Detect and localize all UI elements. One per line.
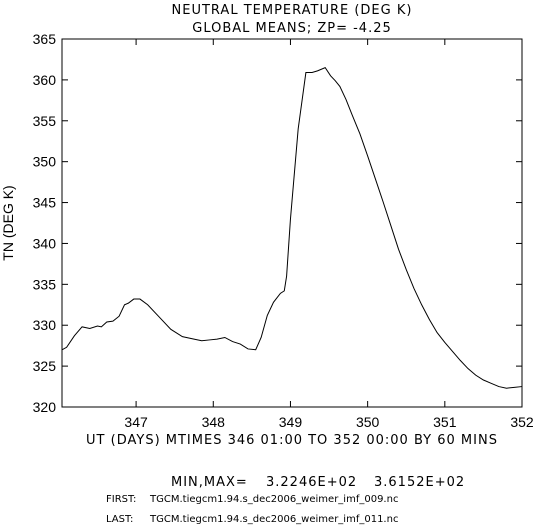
first-file: TGCM.tiegcm1.94.s_dec2006_weimer_imf_009…	[149, 494, 398, 505]
x-tick-label: 351	[433, 414, 457, 430]
x-axis-label: UT (DAYS) MTIMES 346 01:00 TO 352 00:00 …	[86, 433, 498, 448]
minmax-line: MIN,MAX= 3.2246E+02 3.6152E+02	[171, 475, 465, 490]
y-tick-label: 365	[33, 31, 57, 47]
y-tick-label: 335	[33, 276, 57, 292]
y-tick-label: 360	[33, 72, 57, 88]
y-tick-label: 330	[33, 317, 57, 333]
x-tick-label: 348	[202, 414, 226, 430]
y-tick-label: 350	[33, 154, 57, 170]
x-tick-label: 349	[279, 414, 303, 430]
last-file: TGCM.tiegcm1.94.s_dec2006_weimer_imf_011…	[149, 514, 398, 525]
last-file-line: LAST: TGCM.tiegcm1.94.s_dec2006_weimer_i…	[106, 514, 398, 525]
y-tick-label: 325	[33, 358, 57, 374]
y-tick-label: 320	[33, 399, 57, 415]
chart-subtitle: GLOBAL MEANS; ZP= -4.25	[192, 21, 392, 36]
tick-labels: 320 325 330 335 340 345 350 355 360 365 347 348 349 3…	[33, 31, 534, 430]
last-label: LAST:	[106, 514, 133, 525]
temperature-series-line	[61, 66, 523, 389]
first-file-line: FIRST: TGCM.tiegcm1.94.s_dec2006_weimer_…	[106, 494, 398, 505]
max-value: 3.6152E+02	[374, 475, 465, 490]
axis-ticks	[62, 38, 523, 408]
y-axis-label: TN (DEG K)	[0, 185, 16, 260]
x-tick-label: 350	[356, 414, 380, 430]
x-tick-label: 352	[510, 414, 534, 430]
y-tick-label: 355	[33, 113, 57, 129]
x-tick-label: 347	[124, 414, 148, 430]
y-tick-label: 345	[33, 195, 57, 211]
first-label: FIRST:	[106, 494, 136, 505]
plot-area-frame	[61, 38, 523, 408]
min-value: 3.2246E+02	[266, 475, 357, 490]
minmax-label: MIN,MAX=	[171, 475, 248, 490]
y-tick-label: 340	[33, 235, 57, 251]
chart-title: NEUTRAL TEMPERATURE (DEG K)	[172, 3, 413, 18]
